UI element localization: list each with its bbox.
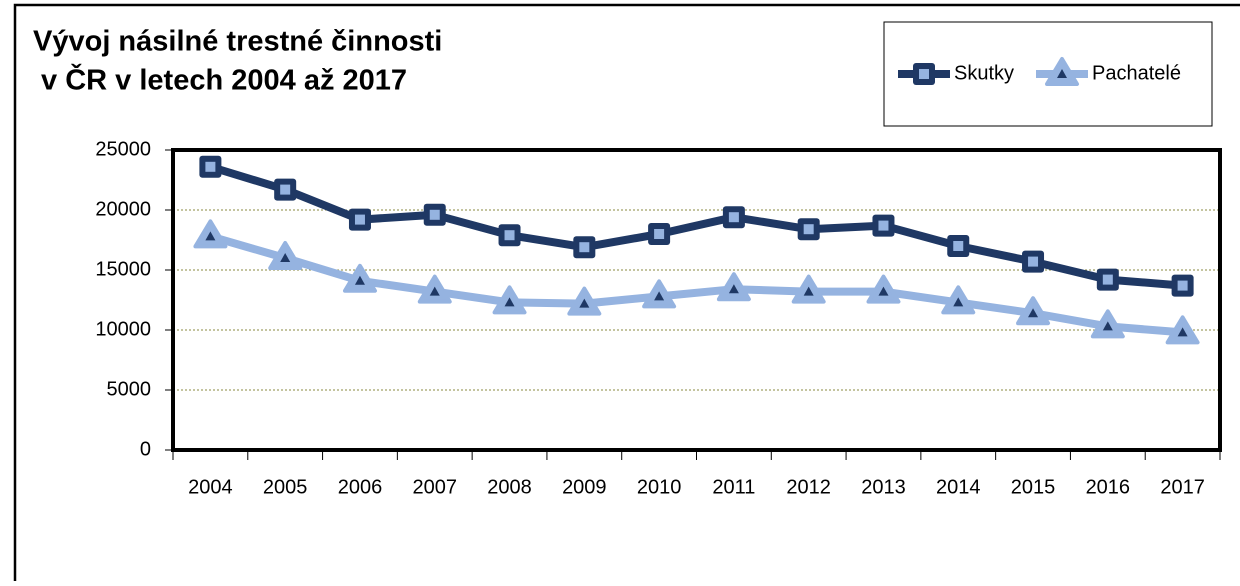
marker-center	[728, 284, 739, 294]
y-tick-label: 5000	[107, 378, 152, 400]
marker-center	[919, 69, 929, 79]
series-line	[209, 162, 1183, 290]
marker-center	[1057, 69, 1067, 78]
marker-center	[504, 297, 515, 307]
marker-center	[1028, 256, 1039, 267]
marker-center	[878, 220, 889, 231]
marker-center	[953, 297, 964, 307]
y-tick-label: 25000	[95, 138, 151, 160]
legend-label: Skutky	[954, 62, 1014, 84]
marker-center	[205, 231, 216, 241]
marker-center	[1102, 321, 1113, 331]
y-tick-label: 0	[140, 438, 151, 460]
x-tick-label: 2017	[1160, 476, 1205, 498]
marker-center	[354, 275, 365, 285]
series-line	[209, 232, 1183, 337]
y-tick-label: 15000	[95, 258, 151, 280]
x-tick-label: 2008	[487, 476, 532, 498]
x-tick-label: 2010	[637, 476, 682, 498]
chart-title: v ČR v letech 2004 až 2017	[33, 63, 407, 97]
marker-center	[728, 212, 739, 223]
x-tick-label: 2015	[1011, 476, 1056, 498]
x-tick-label: 2013	[861, 476, 906, 498]
marker-center	[354, 214, 365, 225]
x-tick-label: 2014	[936, 476, 981, 498]
marker-center	[803, 286, 814, 296]
chart-title: Vývoj násilné trestné činnosti	[33, 26, 442, 58]
marker-center	[579, 298, 590, 308]
marker-center	[205, 161, 216, 172]
x-tick-label: 2004	[188, 476, 233, 498]
marker-center	[1177, 280, 1188, 291]
marker-center	[504, 230, 515, 241]
x-tick-label: 2016	[1086, 476, 1131, 498]
marker-center	[280, 184, 291, 195]
marker-center	[1102, 274, 1113, 285]
x-tick-label: 2009	[562, 476, 607, 498]
marker-center	[654, 229, 665, 239]
marker-center	[429, 286, 440, 296]
marker-center	[1177, 327, 1188, 337]
chart-frame	[13, 3, 1240, 586]
marker-center	[803, 224, 814, 235]
x-tick-label: 2012	[786, 476, 831, 498]
marker-center	[280, 253, 291, 262]
y-tick-label: 20000	[95, 198, 151, 220]
marker-center	[953, 241, 964, 251]
plot-frame	[171, 148, 1222, 452]
marker-center	[579, 242, 590, 253]
legend-label: Pachatelé	[1092, 62, 1181, 84]
marker-center	[1028, 308, 1039, 318]
marker-center	[878, 286, 889, 296]
y-tick-label: 10000	[95, 318, 151, 340]
x-tick-label: 2011	[712, 476, 755, 498]
marker-center	[654, 291, 665, 301]
x-tick-label: 2006	[338, 476, 383, 498]
marker-center	[429, 209, 440, 220]
x-tick-label: 2005	[263, 476, 308, 498]
x-tick-label: 2007	[413, 476, 458, 498]
